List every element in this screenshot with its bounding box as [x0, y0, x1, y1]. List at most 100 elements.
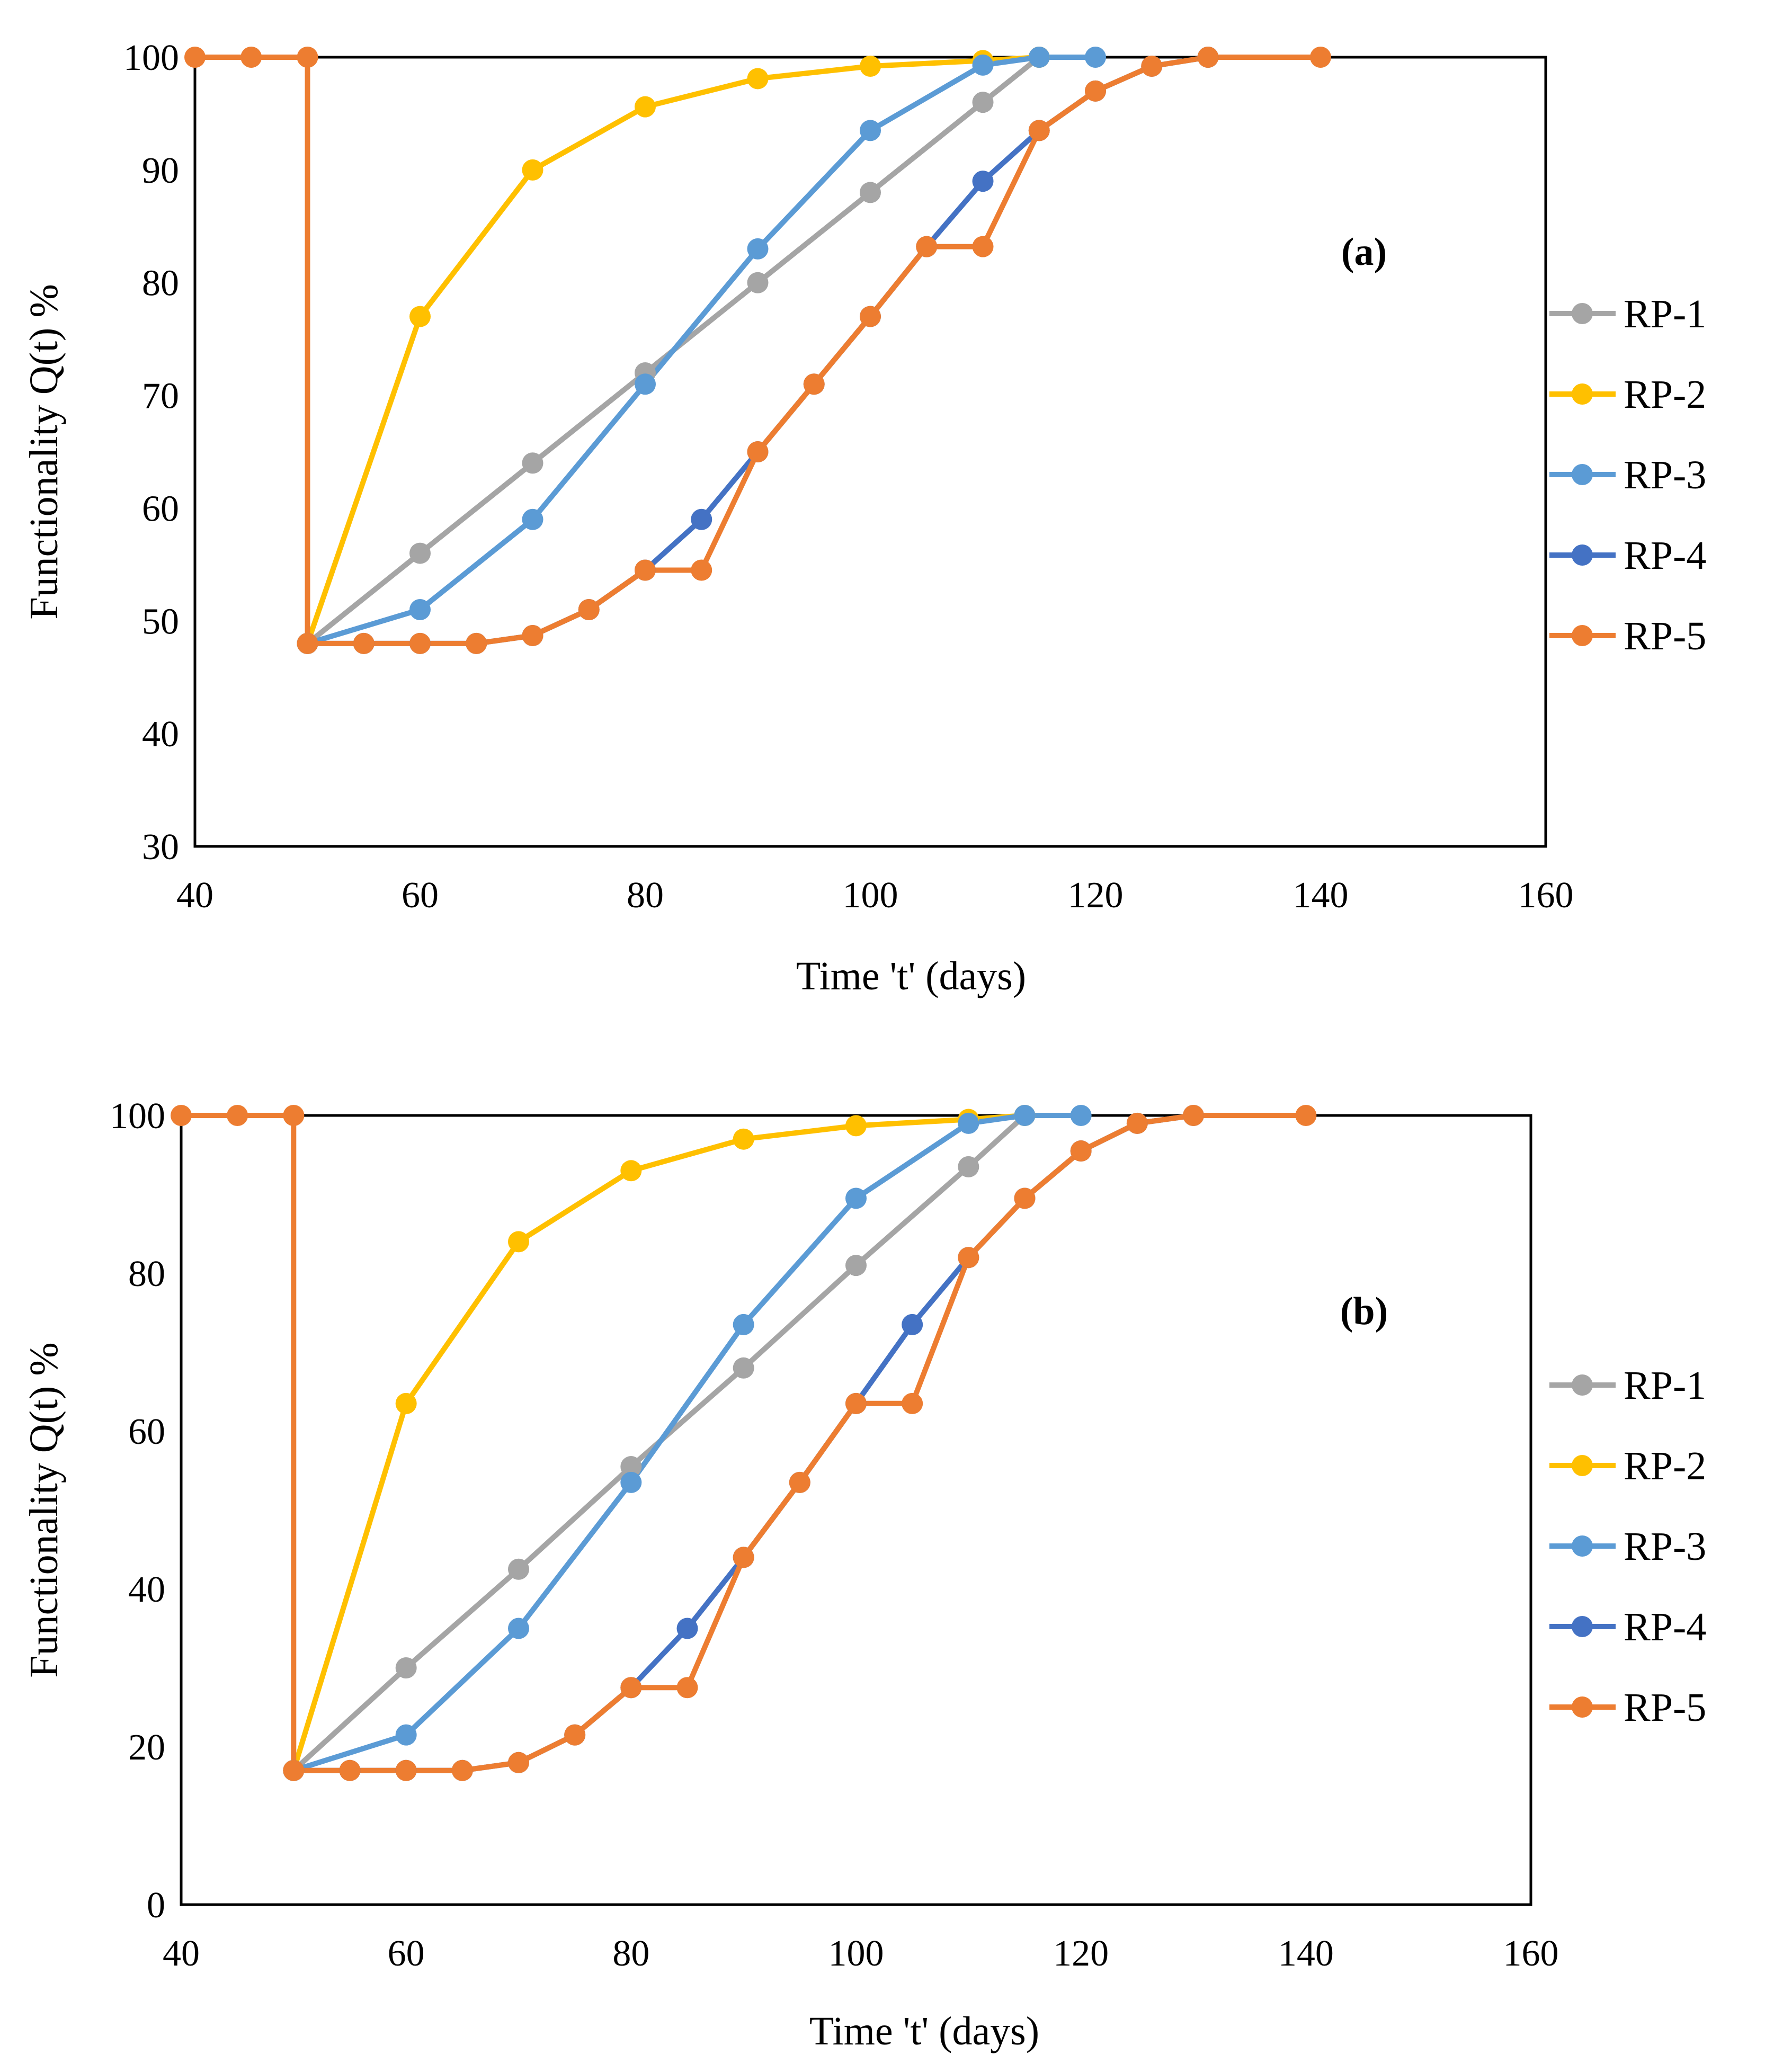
x-tick-label: 120	[1053, 1933, 1109, 1974]
y-tick-label: 60	[128, 1412, 165, 1452]
series-line-rp-2	[305, 55, 1042, 646]
legend: RP-1 RP-2 RP-3 RP-4 RP-5	[1549, 292, 1706, 658]
data-point-rp-3	[395, 1724, 417, 1746]
data-point-rp-1	[733, 1357, 754, 1379]
x-tick-label: 160	[1518, 875, 1574, 916]
data-point-rp-1	[747, 272, 769, 293]
legend-label: RP-3	[1624, 1524, 1706, 1569]
plot-area-frame	[180, 1114, 1532, 1906]
legend-swatch-marker	[1572, 544, 1593, 566]
plot-area-frame	[193, 56, 1547, 848]
legend-label: RP-4	[1624, 533, 1706, 578]
data-point-rp-3	[733, 1314, 754, 1335]
data-point-rp-5	[451, 1760, 473, 1781]
panel-label: (a)	[1341, 230, 1387, 274]
data-point-rp-1	[508, 1558, 529, 1580]
data-point-rp-5	[916, 236, 938, 257]
legend-item-rp-2: RP-2	[1549, 1444, 1706, 1488]
data-point-rp-5	[508, 1752, 529, 1773]
x-tick-label: 40	[163, 1933, 200, 1974]
data-point-rp-3	[635, 373, 656, 395]
data-point-rp-5	[1183, 1105, 1204, 1126]
legend-swatch-marker	[1572, 303, 1593, 324]
panel-label: (b)	[1340, 1290, 1388, 1333]
data-point-rp-2	[508, 1231, 529, 1253]
data-point-rp-5	[1126, 1112, 1148, 1134]
data-point-rp-2	[845, 1115, 867, 1137]
x-axis-ticks: 40 60 80 100 120 140 160	[176, 875, 1574, 916]
data-point-rp-5	[283, 1105, 305, 1126]
chart-panel-a: 30 40 50 60 70 80 90 100 40 60 80 100 120 140 160 Tim…	[22, 38, 1706, 998]
y-tick-label: 20	[128, 1727, 165, 1768]
data-point-rp-5	[1028, 120, 1050, 141]
data-point-rp-3	[522, 508, 543, 530]
data-point-rp-4	[691, 508, 712, 530]
data-point-rp-5	[789, 1471, 810, 1493]
y-axis-label: Functionality Q(t) %	[22, 1342, 66, 1677]
data-point-rp-4	[902, 1314, 923, 1335]
series-points-rp-4	[297, 47, 1219, 654]
legend-swatch-marker	[1572, 1455, 1593, 1476]
legend-label: RP-1	[1624, 1363, 1706, 1408]
data-point-rp-5	[845, 1392, 867, 1414]
series-points-rp-5	[171, 1105, 1317, 1781]
series-line-rp-1	[305, 55, 1042, 646]
x-axis-label: Time 't' (days)	[809, 2009, 1039, 2053]
data-point-rp-5	[1310, 47, 1331, 68]
data-point-rp-5	[283, 1760, 305, 1781]
legend-item-rp-5: RP-5	[1549, 614, 1706, 658]
data-point-rp-2	[860, 56, 881, 77]
series-lines	[192, 55, 1323, 646]
series-points-rp-5	[184, 47, 1331, 654]
data-point-rp-2	[733, 1128, 754, 1150]
x-tick-label: 100	[828, 1933, 884, 1974]
data-point-rp-5	[1141, 56, 1163, 77]
data-point-rp-5	[803, 373, 825, 395]
legend-item-rp-3: RP-3	[1549, 1524, 1706, 1569]
x-tick-label: 60	[402, 875, 439, 916]
legend-label: RP-2	[1624, 1444, 1706, 1488]
x-tick-label: 120	[1068, 875, 1124, 916]
data-point-rp-5	[353, 632, 375, 654]
legend-item-rp-5: RP-5	[1549, 1685, 1706, 1730]
legend-label: RP-4	[1624, 1605, 1706, 1649]
legend: RP-1 RP-2 RP-3 RP-4 RP-5	[1549, 1363, 1706, 1730]
data-point-rp-5	[691, 559, 712, 581]
y-tick-label: 90	[142, 150, 179, 191]
data-point-rp-2	[620, 1160, 642, 1182]
y-tick-label: 80	[128, 1254, 165, 1294]
data-point-rp-4	[972, 171, 994, 192]
legend-label: RP-3	[1624, 453, 1706, 497]
y-tick-label: 0	[147, 1885, 165, 1926]
x-tick-label: 60	[388, 1933, 425, 1974]
data-point-rp-5	[466, 632, 487, 654]
data-point-rp-3	[860, 120, 881, 141]
data-point-rp-5	[1197, 47, 1219, 68]
data-point-rp-3	[1070, 1105, 1092, 1126]
data-point-rp-3	[508, 1618, 529, 1639]
data-point-rp-5	[972, 236, 994, 257]
data-point-rp-2	[635, 96, 656, 118]
y-tick-label: 70	[142, 376, 179, 417]
data-point-rp-1	[860, 182, 881, 203]
legend-label: RP-5	[1624, 1685, 1706, 1730]
y-axis-ticks: 30 40 50 60 70 80 90 100	[123, 38, 179, 868]
x-axis-label: Time 't' (days)	[796, 954, 1026, 998]
y-tick-label: 80	[142, 263, 179, 304]
legend-item-rp-1: RP-1	[1549, 292, 1706, 336]
data-point-rp-5	[1085, 80, 1106, 102]
data-point-rp-1	[522, 452, 543, 474]
data-point-rp-1	[395, 1657, 417, 1678]
data-point-rp-5	[620, 1677, 642, 1699]
series-line-rp-1	[291, 1113, 1028, 1773]
x-tick-label: 40	[176, 875, 213, 916]
y-tick-label: 100	[110, 1096, 165, 1137]
data-point-rp-3	[972, 54, 994, 76]
legend-swatch-marker	[1572, 464, 1593, 485]
data-point-rp-2	[747, 68, 769, 90]
data-point-rp-5	[171, 1105, 192, 1126]
y-tick-label: 40	[142, 714, 179, 755]
data-point-rp-3	[409, 599, 431, 620]
data-point-rp-5	[240, 47, 262, 68]
